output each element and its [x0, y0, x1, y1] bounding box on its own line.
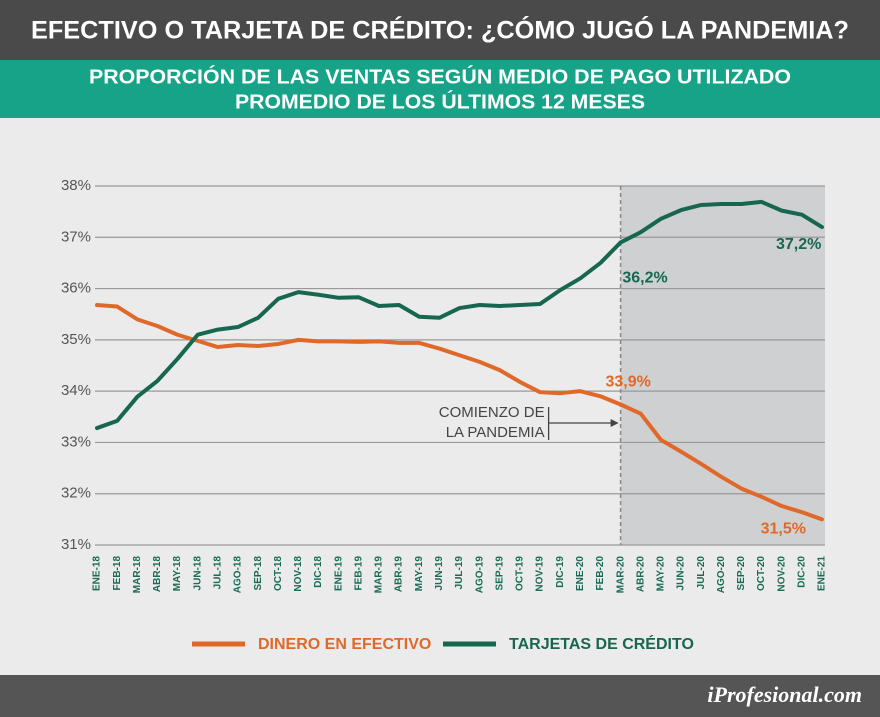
x-tick-label: AGO-19 [474, 556, 485, 594]
x-tick-label: DIC-18 [313, 556, 324, 588]
x-tick-label: JUL-18 [212, 556, 223, 590]
x-tick-label: FEB-19 [353, 556, 364, 591]
title-banner [0, 0, 880, 60]
x-tick-label: ABR-19 [394, 556, 405, 593]
x-tick-label: AGO-18 [233, 556, 244, 594]
x-tick-label: DIC-20 [797, 556, 808, 588]
subtitle-banner [0, 60, 880, 118]
x-tick-label: ABR-18 [152, 556, 163, 593]
x-tick-label: SEP-19 [494, 556, 505, 591]
x-tick-label: OCT-20 [756, 556, 767, 591]
x-tick-label: JUN-18 [192, 556, 203, 591]
x-tick-label: MAY-18 [172, 556, 183, 592]
y-tick-label: 38% [61, 177, 91, 194]
annotation-arrow [547, 407, 617, 440]
x-tick-label: SEP-18 [253, 556, 264, 591]
x-tick-label: NOV-18 [293, 556, 304, 592]
y-tick-label: 36% [61, 280, 91, 297]
x-tick-label: DIC-19 [555, 556, 566, 588]
data-label: 33,9% [605, 373, 650, 390]
x-tick-label: MAR-20 [615, 556, 626, 594]
data-label: 31,5% [761, 521, 806, 538]
legend-label: DINERO EN EFECTIVO [258, 636, 431, 653]
annotation: LA PANDEMIA [446, 424, 545, 441]
x-tick-label: MAR-18 [132, 556, 143, 594]
x-tick-label: JUL-19 [454, 556, 465, 590]
x-tick-label: JUN-19 [434, 556, 445, 591]
x-tick-label: OCT-18 [273, 556, 284, 591]
data-label: 36,2% [622, 270, 667, 287]
y-tick-label: 31% [61, 536, 91, 553]
x-tick-label: JUN-20 [676, 556, 687, 591]
x-tick-label: ENE-21 [817, 556, 828, 591]
annotation-arrowhead [610, 419, 619, 427]
x-tick-label: FEB-20 [595, 556, 606, 591]
y-tick-label: 32% [61, 485, 91, 502]
x-tick-label: AGO-20 [716, 556, 727, 594]
x-tick-label: NOV-19 [535, 556, 546, 592]
source-logo: iProfesional.com [707, 682, 862, 707]
x-tick-label: ENE-19 [333, 556, 344, 591]
x-tick-label: ENE-18 [92, 556, 103, 591]
legend-label: TARJETAS DE CRÉDITO [509, 634, 694, 653]
x-tick-label: NOV-20 [776, 556, 787, 592]
pandemic-shade [620, 186, 825, 545]
x-tick-label: SEP-20 [736, 556, 747, 591]
x-tick-label: ENE-20 [575, 556, 586, 591]
y-tick-label: 37% [61, 228, 91, 245]
x-tick-label: MAR-19 [374, 556, 385, 594]
annotation: COMIENZO DE [439, 404, 545, 421]
x-tick-label: MAY-19 [414, 556, 425, 592]
series-line [95, 302, 824, 522]
x-tick-label: JUL-20 [696, 556, 707, 590]
subtitle: PROPORCIÓN DE LAS VENTAS SEGÚN MEDIO DE … [89, 64, 791, 88]
x-tick-label: FEB-18 [112, 556, 123, 591]
footer-banner [0, 675, 880, 717]
subtitle: PROMEDIO DE LOS ÚLTIMOS 12 MESES [235, 89, 645, 113]
y-tick-label: 35% [61, 331, 91, 348]
x-tick-label: ABR-20 [635, 556, 646, 593]
y-tick-label: 33% [61, 433, 91, 450]
x-tick-label: OCT-19 [515, 556, 526, 591]
data-label: 37,2% [776, 236, 821, 253]
y-tick-label: 34% [61, 382, 91, 399]
x-tick-label: MAY-20 [656, 556, 667, 592]
chart-title: EFECTIVO O TARJETA DE CRÉDITO: ¿CÓMO JUG… [31, 15, 849, 45]
series-line [95, 199, 824, 431]
